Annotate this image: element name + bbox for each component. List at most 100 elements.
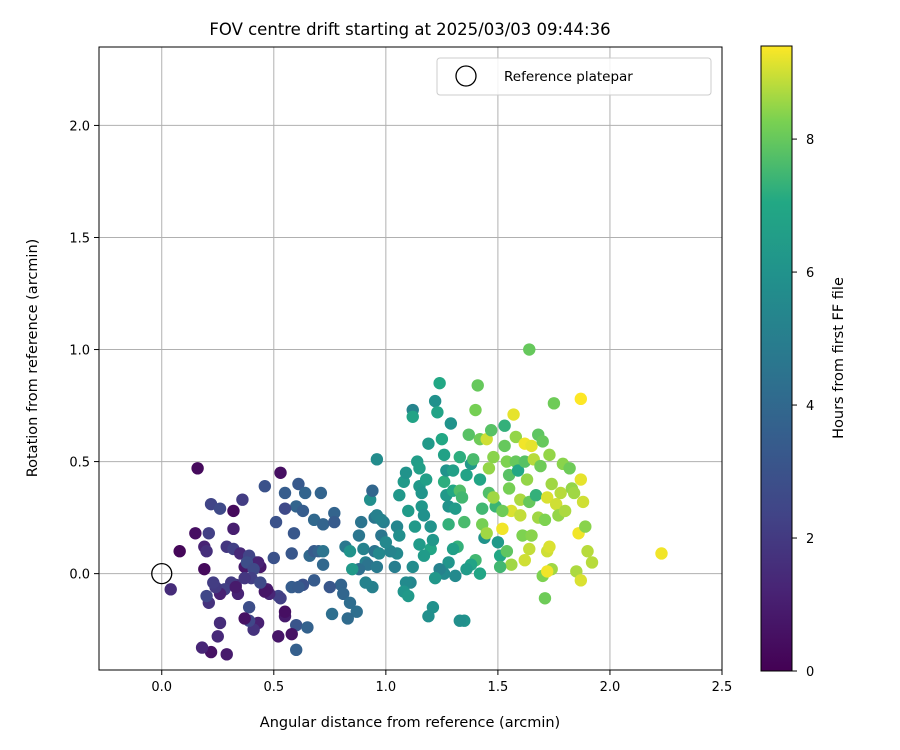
- data-point: [399, 466, 413, 479]
- colorbar-tick-label: 2: [806, 532, 814, 547]
- colorbar-scale: [760, 45, 793, 672]
- data-point: [473, 473, 487, 486]
- data-point: [207, 576, 220, 589]
- data-point: [227, 522, 240, 536]
- data-point: [220, 648, 233, 661]
- reference-marker: [151, 562, 173, 585]
- data-point: [415, 486, 428, 500]
- data-point: [534, 459, 547, 473]
- data-point: [484, 424, 498, 437]
- data-point: [576, 495, 590, 509]
- data-point: [254, 576, 267, 589]
- data-point: [437, 448, 451, 462]
- data-point: [227, 504, 240, 518]
- data-point: [446, 542, 460, 556]
- data-points: [164, 343, 668, 661]
- x-tick-label: 0.0: [151, 680, 172, 695]
- data-point: [567, 486, 581, 500]
- data-point: [422, 610, 435, 623]
- data-point: [487, 450, 500, 464]
- data-point: [471, 379, 484, 392]
- data-point: [195, 641, 209, 654]
- data-point: [458, 515, 471, 529]
- data-point: [579, 520, 592, 533]
- data-point: [462, 428, 475, 441]
- data-point: [413, 462, 426, 475]
- data-point: [455, 491, 469, 504]
- data-point: [509, 430, 523, 444]
- data-point: [408, 520, 422, 533]
- data-point: [370, 560, 384, 574]
- data-point: [296, 504, 310, 518]
- legend: Reference platepar: [436, 57, 712, 96]
- data-point: [198, 562, 211, 576]
- data-point: [460, 562, 473, 576]
- y-tick-label: 1.0: [69, 344, 90, 359]
- data-point: [354, 515, 368, 529]
- data-point: [388, 560, 402, 574]
- data-point: [285, 547, 298, 560]
- data-point: [511, 464, 525, 477]
- colorbar-tick-label: 4: [806, 399, 814, 414]
- colorbar-tick-label: 8: [806, 133, 814, 148]
- data-point: [307, 574, 321, 587]
- x-tick-label: 2.0: [600, 680, 621, 695]
- data-point: [422, 437, 435, 450]
- plot-frame: [98, 46, 723, 671]
- data-point: [496, 522, 509, 536]
- data-point: [213, 502, 227, 515]
- data-point: [498, 419, 511, 432]
- x-axis-label: Angular distance from reference (arcmin): [260, 715, 560, 731]
- data-point: [431, 406, 444, 419]
- grid-lines: [99, 47, 723, 670]
- colorbar-tick-label: 6: [806, 266, 814, 281]
- data-point: [173, 545, 186, 558]
- data-point: [372, 547, 386, 560]
- data-point: [402, 504, 415, 518]
- data-point: [236, 493, 249, 506]
- y-tick-label: 0.0: [69, 568, 90, 583]
- data-point: [574, 574, 588, 587]
- data-point: [200, 589, 213, 603]
- data-point: [323, 580, 337, 594]
- data-point: [514, 509, 527, 522]
- data-point: [292, 477, 305, 491]
- data-point: [496, 504, 509, 518]
- data-point: [581, 545, 594, 558]
- data-point: [525, 439, 538, 453]
- data-point: [366, 484, 379, 497]
- data-point: [426, 533, 440, 547]
- data-point: [502, 482, 516, 495]
- data-point: [316, 545, 330, 558]
- data-point: [406, 410, 419, 423]
- y-tick-label: 2.0: [69, 119, 90, 134]
- data-point: [337, 587, 350, 601]
- data-point: [428, 571, 442, 585]
- data-point: [258, 480, 272, 493]
- data-point: [238, 571, 251, 585]
- data-point: [505, 558, 518, 571]
- colorbar: 0 2 4 6 8 Hours from first FF file: [760, 45, 847, 680]
- data-point: [446, 464, 460, 477]
- data-point: [417, 549, 431, 562]
- data-point: [370, 453, 384, 466]
- data-point: [189, 527, 202, 540]
- data-point: [341, 612, 354, 625]
- data-point: [558, 504, 572, 518]
- data-point: [328, 515, 341, 529]
- data-point: [164, 583, 177, 596]
- data-point: [424, 520, 437, 533]
- data-point: [272, 630, 285, 643]
- colorbar-ticks: 0 2 4 6 8: [792, 133, 814, 680]
- data-point: [500, 545, 514, 558]
- data-point: [406, 560, 419, 574]
- data-point: [213, 616, 227, 630]
- data-point: [554, 486, 567, 500]
- data-point: [357, 542, 370, 556]
- data-point: [469, 403, 482, 417]
- data-point: [242, 601, 256, 614]
- y-axis-ticks: 0.0 0.5 1.0 1.5 2.0: [69, 119, 99, 583]
- data-point: [473, 567, 487, 580]
- data-point: [328, 506, 341, 520]
